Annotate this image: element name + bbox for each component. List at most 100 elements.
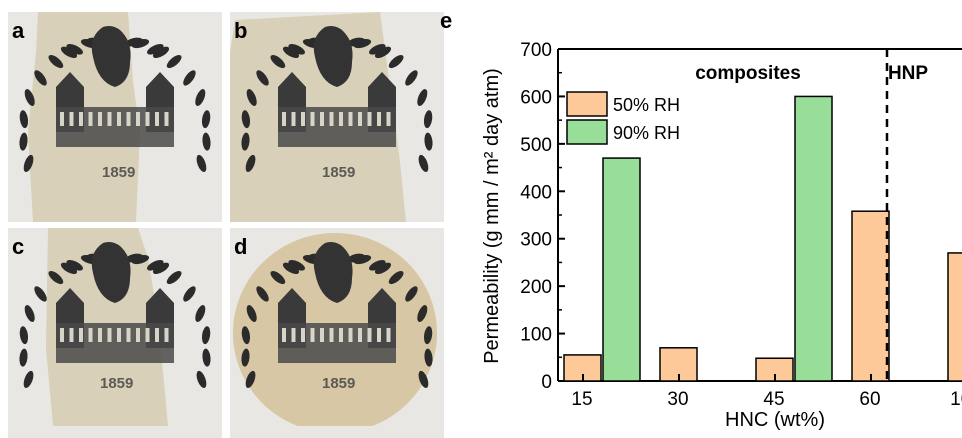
building-window: [348, 112, 353, 126]
building-window: [367, 328, 372, 342]
laurel-leaf: [405, 286, 418, 302]
legend-label: 50% RH: [613, 95, 680, 115]
laurel-leaf: [369, 259, 386, 271]
laurel-leaf: [60, 46, 78, 59]
laurel-leaf: [374, 46, 392, 59]
laurel-leaf: [245, 370, 256, 389]
laurel-leaf: [195, 305, 206, 323]
laurel-leaf: [66, 43, 83, 55]
building-window: [164, 112, 169, 126]
building-window: [310, 112, 315, 126]
laurel-leaf: [19, 348, 28, 367]
laurel-leaf: [19, 326, 29, 345]
laurel-leaf: [202, 348, 211, 367]
legend-label: 90% RH: [613, 123, 680, 143]
laurel-leaf: [246, 305, 257, 323]
laurel-leaf: [270, 54, 286, 69]
y-tick-label: 200: [520, 277, 552, 298]
photo-d-emblem: 1859: [233, 233, 437, 426]
building-window: [386, 112, 391, 126]
bar-90-rh-45: [794, 95, 833, 382]
building-window: [117, 112, 121, 126]
legend-swatch: [566, 119, 608, 145]
building-window: [88, 112, 93, 126]
athena-head: [91, 242, 131, 303]
annotation-hnp: HNP: [888, 63, 928, 84]
photo-panel-b: 1859 b: [230, 12, 444, 222]
y-tick-label: 0: [541, 372, 552, 393]
building-window: [339, 328, 343, 342]
building-window: [126, 112, 131, 126]
x-tick-label: 45: [763, 389, 784, 410]
laurel-leaf: [23, 370, 34, 389]
x-tick-label: 15: [571, 389, 592, 410]
laurel-leaf: [125, 37, 143, 47]
building-window: [320, 112, 324, 126]
building-window: [69, 328, 74, 342]
x-tick-label: 30: [667, 389, 688, 410]
plot-area: 0 100 200 300 400 500 600 700 15 30 45 60 100 50% RH 9…: [520, 40, 962, 410]
building-window: [291, 328, 296, 342]
laurel-leaf: [147, 43, 164, 55]
building-window: [98, 112, 102, 126]
building-window: [88, 328, 93, 342]
y-tick-label: 300: [520, 230, 552, 251]
athena-head: [91, 26, 131, 87]
laurel-leaf: [201, 326, 211, 345]
laurel-leaf: [424, 132, 433, 151]
permeability-bar-chart: e Permeability (g mm / m² day atm) HNC (…: [440, 8, 962, 431]
laurel-leaf: [270, 270, 286, 285]
laurel-leaf: [48, 54, 64, 69]
legend-swatch: [566, 91, 608, 117]
laurel-leaf: [195, 89, 206, 107]
laurel-leaf: [166, 270, 182, 285]
building-window: [155, 328, 159, 342]
photo-panel-d: 1859 d: [230, 228, 444, 438]
x-tick-label: 100: [950, 389, 962, 410]
building-window: [386, 328, 391, 342]
laurel-leaf: [241, 348, 250, 367]
building-window: [60, 328, 64, 342]
laurel-leaf: [23, 154, 34, 173]
building-window: [339, 112, 343, 126]
laurel-leaf: [34, 286, 47, 302]
laurel-leaf: [369, 43, 386, 55]
bar-50-rh-100: [947, 252, 962, 382]
building-window: [98, 328, 102, 342]
laurel-leaf: [241, 132, 250, 151]
building-window: [164, 328, 169, 342]
y-axis-title: Permeability (g mm / m² day atm): [481, 68, 503, 364]
building-window: [79, 112, 83, 126]
bar-90-rh-15: [602, 157, 641, 382]
laurel-leaf: [19, 132, 28, 151]
year-text: 1859: [102, 164, 135, 181]
laurel-leaf: [417, 89, 428, 107]
laurel-leaf: [417, 305, 428, 323]
building-window: [107, 112, 112, 126]
athena-head: [313, 242, 353, 303]
building-window: [126, 328, 131, 342]
building-window: [310, 328, 315, 342]
laurel-leaf: [423, 326, 433, 345]
laurel-leaf: [405, 70, 418, 86]
laurel-leaf: [423, 110, 433, 129]
laurel-leaf: [34, 70, 47, 86]
laurel-leaf: [418, 370, 429, 389]
building-window: [79, 328, 83, 342]
laurel-leaf: [424, 348, 433, 367]
photo-b-emblem: 1859: [230, 12, 433, 222]
laurel-leaf: [288, 43, 305, 55]
laurel-leaf: [245, 154, 256, 173]
y-tick-label: 400: [520, 182, 552, 203]
building-window: [136, 328, 140, 342]
y-tick-label: 600: [520, 87, 552, 108]
panel-label-e: e: [440, 8, 452, 33]
year-text: 1859: [322, 164, 355, 181]
laurel-leaf: [166, 54, 182, 69]
photo-panel-c: 1859 c: [8, 228, 222, 438]
laurel-leaf: [388, 270, 404, 285]
building-window: [367, 112, 372, 126]
building-facade: [278, 107, 396, 147]
y-tick-label: 700: [520, 40, 552, 61]
building-window: [301, 328, 305, 342]
